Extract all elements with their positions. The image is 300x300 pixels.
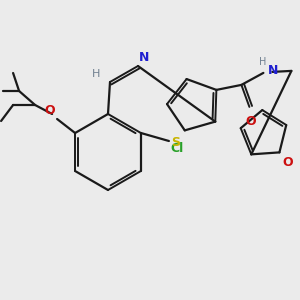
Text: N: N — [139, 51, 149, 64]
Text: N: N — [267, 64, 278, 77]
Text: O: O — [245, 115, 256, 128]
Text: S: S — [171, 136, 180, 149]
Text: Cl: Cl — [170, 142, 183, 155]
Text: O: O — [282, 156, 293, 170]
Text: H: H — [92, 69, 100, 79]
Text: O: O — [44, 104, 55, 117]
Text: H: H — [259, 57, 266, 67]
